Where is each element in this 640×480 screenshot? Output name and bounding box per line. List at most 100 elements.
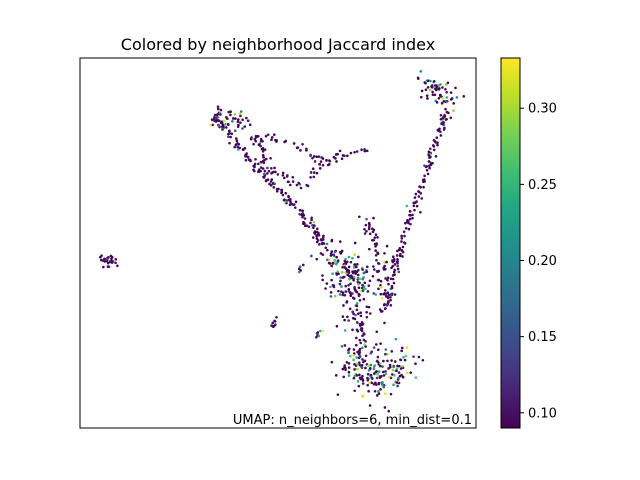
scatter-point [397, 364, 401, 368]
scatter-point [219, 113, 222, 116]
scatter-point [349, 260, 353, 264]
scatter-point [430, 85, 433, 88]
scatter-point [400, 248, 403, 252]
scatter-point [229, 110, 232, 114]
scatter-point [309, 153, 312, 157]
scatter-point [318, 163, 322, 166]
scatter-point [360, 148, 363, 152]
scatter-point [261, 153, 265, 157]
scatter-point [392, 365, 395, 369]
scatter-point [426, 86, 430, 89]
scatter-point [275, 190, 279, 193]
scatter-point [327, 261, 331, 265]
scatter-point [344, 284, 348, 288]
scatter-point [413, 196, 417, 199]
scatter-point [335, 160, 338, 163]
scatter-point [295, 183, 299, 187]
scatter-point [307, 225, 311, 229]
scatter-point [389, 295, 392, 299]
scatter-point [416, 76, 420, 80]
scatter-point [383, 252, 386, 255]
scatter-point [402, 230, 406, 234]
scatter-point [361, 322, 365, 326]
scatter-point [371, 230, 375, 234]
scatter-point [336, 393, 340, 396]
scatter-point [209, 123, 212, 127]
scatter-point [229, 135, 232, 139]
scatter-point [372, 292, 376, 295]
scatter-point [379, 342, 382, 345]
scatter-point [329, 291, 333, 294]
scatter-point [299, 186, 303, 190]
scatter-point [340, 285, 343, 288]
scatter-point [375, 359, 379, 363]
scatter-point [273, 320, 277, 323]
scatter-point [449, 116, 453, 120]
scatter-point [393, 263, 397, 266]
scatter-point [399, 358, 403, 362]
scatter-point [455, 96, 459, 99]
scatter-point [301, 215, 304, 219]
scatter-point [376, 372, 379, 376]
scatter-point [238, 112, 242, 115]
scatter-point [356, 263, 359, 266]
scatter-point [376, 236, 379, 239]
scatter-point [233, 145, 236, 149]
scatter-point [426, 79, 430, 82]
scatter-point [330, 360, 334, 364]
scatter-point [408, 209, 412, 213]
scatter-point [343, 259, 347, 263]
scatter-point [312, 155, 316, 158]
scatter-point [428, 156, 431, 160]
scatter-point [365, 305, 369, 309]
scatter-point [438, 87, 441, 90]
scatter-point [336, 270, 340, 274]
scatter-point [431, 93, 435, 96]
scatter-point [256, 162, 260, 166]
scatter-point [387, 300, 390, 303]
scatter-point [266, 133, 270, 137]
scatter-point [366, 265, 369, 269]
scatter-point [405, 204, 409, 208]
scatter-point [217, 124, 221, 127]
scatter-point [384, 277, 387, 280]
scatter-point [276, 173, 280, 176]
scatter-point [353, 253, 356, 256]
scatter-point [351, 270, 354, 274]
scatter-point [390, 350, 394, 353]
colorbar-tick-label: 0.30 [528, 102, 557, 117]
scatter-point [287, 198, 291, 202]
scatter-point [99, 255, 102, 259]
scatter-point [352, 358, 355, 362]
scatter-point [339, 279, 342, 283]
colorbar-tick-label: 0.15 [528, 330, 557, 345]
scatter-point [294, 200, 298, 204]
scatter-point [400, 240, 403, 243]
scatter-point [341, 154, 345, 157]
scatter-point [397, 270, 401, 274]
scatter-point [375, 370, 378, 373]
scatter-point [357, 384, 361, 388]
scatter-point [452, 102, 456, 105]
scatter-point [236, 145, 239, 149]
scatter-point [105, 258, 108, 261]
scatter-point [315, 257, 319, 261]
scatter-point [114, 257, 118, 261]
scatter-point [302, 263, 305, 267]
scatter-point [298, 208, 302, 212]
scatter-point [357, 312, 360, 316]
scatter-point [262, 161, 266, 164]
scatter-point [454, 86, 457, 90]
scatter-point [244, 158, 248, 162]
scatter-point [106, 261, 110, 265]
plot-frame [79, 57, 477, 429]
scatter-point [272, 186, 276, 189]
scatter-point [367, 225, 371, 229]
scatter-point [318, 329, 322, 333]
scatter-point [226, 117, 229, 121]
scatter-point [311, 156, 314, 160]
scatter-point [401, 255, 404, 258]
scatter-point [269, 184, 273, 187]
scatter-point [347, 374, 351, 377]
scatter-point [342, 275, 346, 279]
